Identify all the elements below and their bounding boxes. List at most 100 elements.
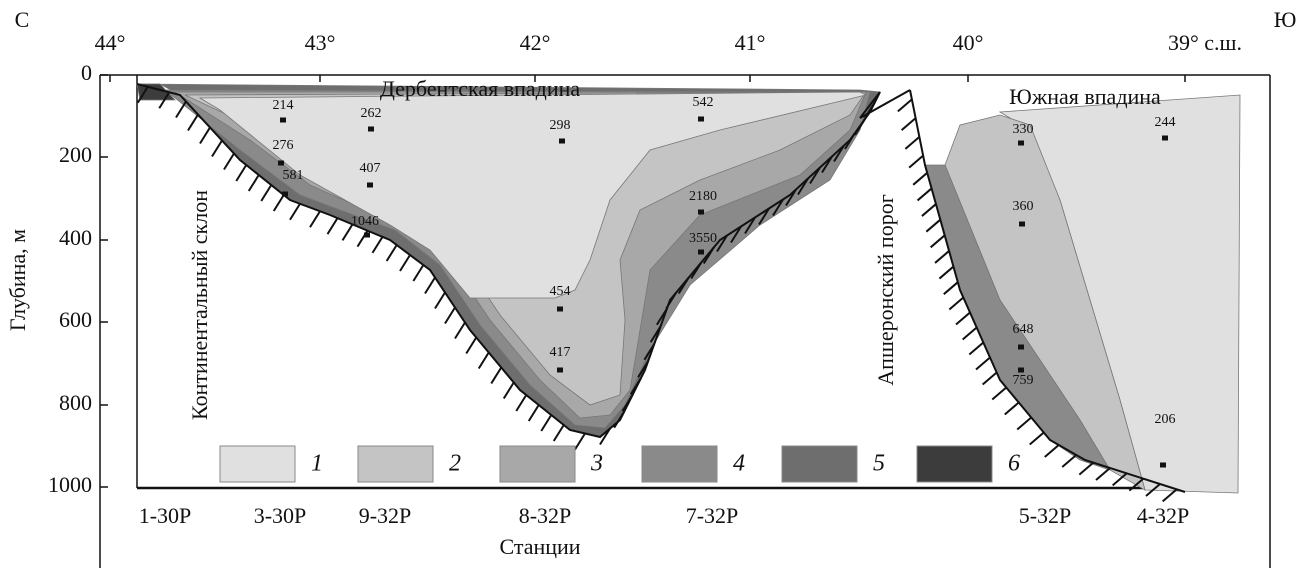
lat-tick-label: 41° <box>735 30 766 55</box>
station-label: 7-32Р <box>686 503 739 528</box>
hatch-line <box>400 255 410 271</box>
hatch-line <box>913 173 927 185</box>
sample-marker <box>1019 222 1025 227</box>
sample-label: 581 <box>283 168 304 183</box>
depth-tick-label: 600 <box>59 307 92 332</box>
legend-label: 2 <box>449 451 461 477</box>
legend-label: 4 <box>733 451 745 477</box>
sample-marker <box>1160 463 1166 468</box>
hatch-line <box>902 118 916 130</box>
hatch-line <box>274 195 284 211</box>
hatch-line <box>1045 445 1059 457</box>
station-label: 4-32Р <box>1137 503 1190 528</box>
hatch-line <box>1005 403 1019 415</box>
sample-label: 2180 <box>689 189 717 204</box>
region-label: Южная впадина <box>1009 84 1161 109</box>
sample-marker <box>1162 136 1168 141</box>
north-label: С <box>15 7 30 32</box>
lat-tick-label: 40° <box>953 30 984 55</box>
sample-marker <box>698 210 704 215</box>
sample-marker <box>282 192 288 197</box>
hatch-line <box>445 308 455 324</box>
cross-section: СЮ44°43°42°41°40°39° с.ш.020040060080010… <box>0 0 1297 568</box>
sample-label: 407 <box>360 161 381 176</box>
sample-label: 542 <box>693 95 714 110</box>
hatch-line <box>290 204 300 220</box>
hatch-line <box>212 141 222 157</box>
south-label: Ю <box>1274 7 1297 32</box>
sample-label: 648 <box>1013 322 1034 337</box>
hatch-line <box>944 282 958 294</box>
lat-tick-label: 39° с.ш. <box>1168 30 1242 55</box>
hatch-line <box>466 338 476 354</box>
sample-label: 360 <box>1013 199 1034 214</box>
hatch-line <box>931 235 945 247</box>
hatch-line <box>554 425 564 441</box>
depth-tick-label: 400 <box>59 225 92 250</box>
hatch-line <box>935 251 949 263</box>
sample-marker <box>364 233 370 238</box>
sample-label: 214 <box>273 98 294 113</box>
legend-swatch <box>220 446 295 482</box>
sample-marker <box>557 368 563 373</box>
hatch-line <box>310 211 320 227</box>
hatch-line <box>926 220 940 232</box>
hatch-line <box>261 185 271 201</box>
hatch-line <box>983 373 997 385</box>
hatch-line <box>529 405 539 421</box>
hatch-line <box>976 358 990 370</box>
hatch-line <box>963 328 977 340</box>
legend-swatch <box>917 446 992 482</box>
station-label: 1-30Р <box>139 503 192 528</box>
legend-swatch <box>782 446 857 482</box>
legend-label: 6 <box>1008 451 1020 477</box>
hatch-line <box>956 313 970 325</box>
hatch-line <box>1096 468 1110 480</box>
hatch-line <box>491 368 501 384</box>
hatch-line <box>479 353 489 369</box>
sample-label: 1046 <box>351 214 379 229</box>
sample-marker <box>280 118 286 123</box>
hatch-line <box>922 204 936 216</box>
sample-marker <box>698 250 704 255</box>
hatch-line <box>939 267 953 279</box>
region-label: Континентальный склон <box>187 190 212 420</box>
hatch-line <box>200 128 210 144</box>
legend-swatch <box>500 446 575 482</box>
depth-tick-label: 200 <box>59 142 92 167</box>
sample-label: 759 <box>1013 373 1034 388</box>
lat-tick-label: 44° <box>95 30 126 55</box>
lat-tick-label: 43° <box>305 30 336 55</box>
hatch-line <box>949 298 963 310</box>
station-label: 9-32Р <box>359 503 412 528</box>
sample-marker <box>1018 141 1024 146</box>
hatch-line <box>176 102 186 118</box>
sample-marker <box>559 139 565 144</box>
sediment-layers <box>137 84 1240 493</box>
hatch-line <box>1017 418 1031 430</box>
hatch-line <box>387 245 397 261</box>
legend-label: 5 <box>873 451 885 477</box>
sample-marker <box>698 117 704 122</box>
depth-tick-label: 800 <box>59 390 92 415</box>
hatch-line <box>905 137 919 149</box>
station-label: 8-32Р <box>519 503 572 528</box>
station-label: 3-30Р <box>254 503 307 528</box>
sample-label: 298 <box>550 118 571 133</box>
sample-label: 330 <box>1013 122 1034 137</box>
region-label: Дербентская впадина <box>380 76 581 101</box>
hatch-line <box>1030 433 1044 445</box>
hatch-line <box>504 383 514 399</box>
hatch-line <box>575 434 585 450</box>
lat-tick-label: 42° <box>520 30 551 55</box>
station-label: 5-32Р <box>1019 503 1072 528</box>
hatch-line <box>1062 455 1076 467</box>
hatch-line <box>236 165 246 181</box>
sample-marker <box>278 161 284 166</box>
depth-axis-title: Глубина, м <box>5 229 30 331</box>
sample-marker <box>367 183 373 188</box>
sample-label: 276 <box>273 138 294 153</box>
hatch-line <box>1079 463 1093 475</box>
hatch-line <box>224 154 234 170</box>
sample-label: 244 <box>1155 115 1176 130</box>
